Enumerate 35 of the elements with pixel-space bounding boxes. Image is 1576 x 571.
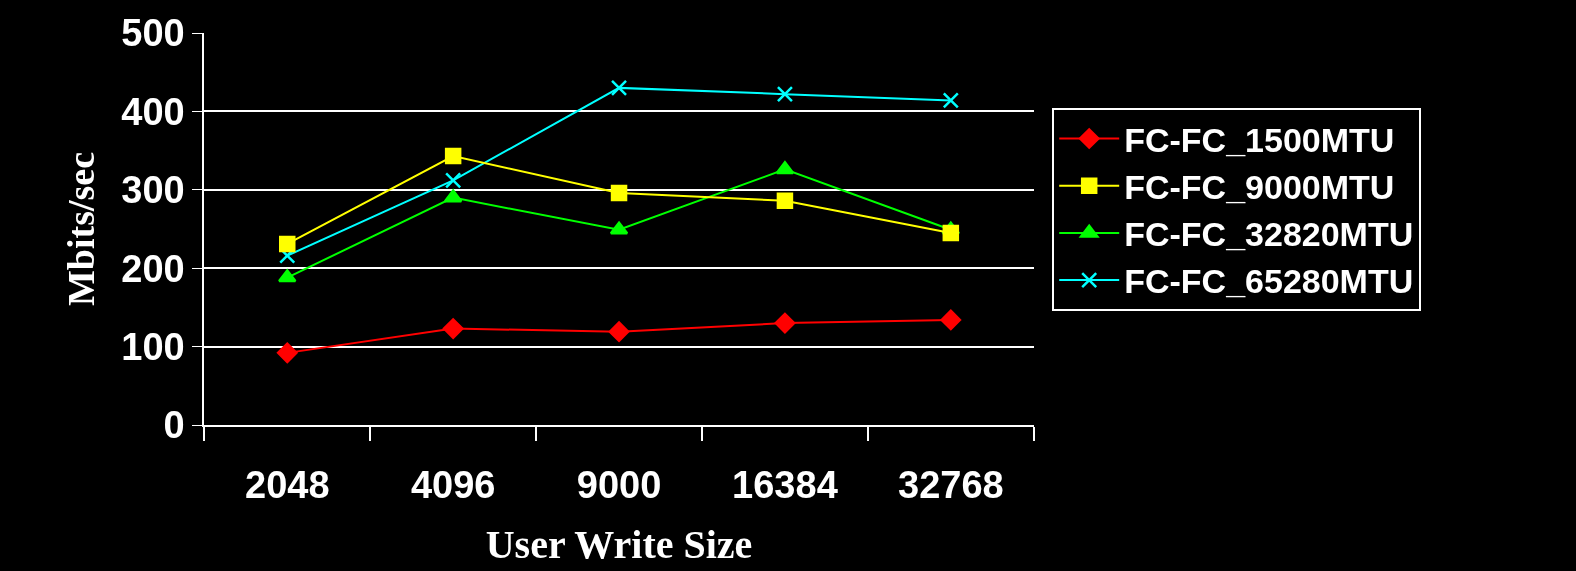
y-tick-label: 0 bbox=[163, 404, 185, 447]
legend-label: FC-FC_9000MTU bbox=[1124, 167, 1395, 206]
point bbox=[609, 221, 629, 235]
y-tick-label: 500 bbox=[121, 12, 185, 55]
point bbox=[775, 161, 795, 175]
point bbox=[608, 321, 630, 343]
legend-label: FC-FC_65280MTU bbox=[1124, 262, 1414, 301]
x-tick-label: 4096 bbox=[410, 463, 496, 506]
point bbox=[776, 85, 794, 103]
point bbox=[442, 318, 464, 339]
point bbox=[776, 192, 794, 210]
point bbox=[940, 309, 962, 331]
legend-label: FC-FC_1500MTU bbox=[1124, 120, 1395, 159]
point bbox=[610, 184, 628, 202]
y-tick-label: 400 bbox=[121, 90, 185, 133]
point bbox=[443, 189, 463, 203]
y-tick-label: 200 bbox=[121, 247, 185, 290]
point bbox=[774, 312, 796, 334]
y-tick-label: 300 bbox=[121, 169, 185, 212]
point bbox=[444, 172, 462, 189]
x-axis-title: User Write Size bbox=[485, 521, 753, 567]
point bbox=[942, 224, 960, 242]
point bbox=[610, 79, 628, 97]
point bbox=[942, 92, 960, 109]
point bbox=[276, 342, 298, 364]
x-tick-label: 2048 bbox=[244, 463, 330, 506]
y-axis-title: Mbits/sec bbox=[60, 151, 103, 307]
legend-label: FC-FC_32820MTU bbox=[1124, 215, 1414, 254]
point bbox=[277, 269, 297, 283]
y-tick-label: 100 bbox=[121, 325, 185, 368]
point bbox=[279, 235, 296, 253]
x-tick-label: 16384 bbox=[732, 463, 838, 506]
x-tick-label: 9000 bbox=[576, 463, 662, 506]
point bbox=[444, 147, 462, 165]
x-tick-label: 32768 bbox=[897, 463, 1004, 506]
